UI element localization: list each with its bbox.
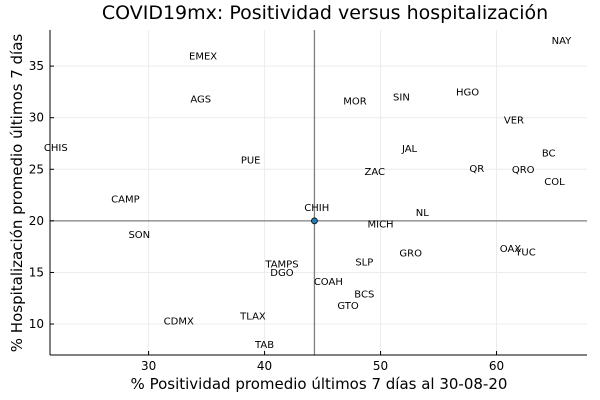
- y-tick-label: 20: [29, 214, 44, 228]
- y-tick-label: 30: [29, 111, 44, 125]
- point-label-ags: AGS: [190, 95, 211, 106]
- reference-lines: [50, 30, 587, 355]
- point-label-col: COL: [544, 177, 565, 188]
- point-label-tamps: TAMPS: [264, 260, 298, 271]
- point-label-mich: MICH: [368, 219, 394, 230]
- y-axis-ticks: 10 15 20 25 30 35: [29, 59, 54, 331]
- point-label-pue: PUE: [241, 156, 261, 167]
- point-label-gto: GTO: [337, 301, 359, 312]
- axes-frame: [49, 30, 587, 356]
- point-label-ver: VER: [504, 115, 524, 126]
- x-axis-ticks: 30 40 50 60: [141, 351, 504, 373]
- y-tick-label: 15: [29, 265, 44, 279]
- point-label-yuc: YUC: [514, 247, 535, 258]
- point-label-bc: BC: [542, 148, 556, 159]
- highlight-marker-group: [311, 217, 318, 225]
- grid-lines: [50, 30, 587, 355]
- point-label-mor: MOR: [343, 97, 366, 108]
- point-label-cdmx: CDMX: [164, 316, 194, 327]
- point-label-oax: OAX: [500, 244, 522, 255]
- point-label-son: SON: [128, 230, 150, 241]
- chart-title: COVID19mx: Positividad versus hospitaliz…: [102, 2, 548, 24]
- point-label-sin: SIN: [393, 93, 410, 104]
- x-axis-label: % Positividad promedio últimos 7 días al…: [131, 375, 508, 393]
- x-tick-label: 30: [141, 359, 156, 373]
- point-label-bcs: BCS: [354, 290, 374, 301]
- point-label-gro: GRO: [399, 248, 422, 259]
- point-label-nl: NL: [416, 208, 429, 219]
- point-label-nay: NAY: [552, 36, 573, 47]
- y-tick-label: 10: [29, 317, 44, 331]
- x-tick-label: 60: [489, 359, 504, 373]
- point-label-tlax: TLAX: [239, 311, 266, 322]
- point-label-dgo: DGO: [270, 268, 293, 279]
- y-tick-label: 35: [29, 59, 44, 73]
- point-label-chis: CHIS: [44, 143, 68, 154]
- point-label-qro: QRO: [512, 165, 535, 176]
- point-label-slp: SLP: [355, 258, 373, 269]
- point-label-camp: CAMP: [111, 195, 139, 206]
- x-tick-label: 50: [373, 359, 388, 373]
- point-label-coah: COAH: [314, 277, 343, 288]
- point-label-emex: EMEX: [189, 51, 217, 62]
- point-label-chih: CHIH: [304, 203, 329, 214]
- point-label-tab: TAB: [254, 340, 274, 351]
- highlight-marker: [311, 217, 318, 225]
- x-tick-label: 40: [257, 359, 272, 373]
- point-label-qr: QR: [469, 164, 484, 175]
- y-tick-label: 25: [29, 162, 44, 176]
- point-label-zac: ZAC: [365, 167, 386, 178]
- point-label-jal: JAL: [401, 144, 418, 155]
- point-labels: NAY EMEX HGO AGS SIN MOR VER CHIS JAL BC PUE QR QRO Z…: [44, 36, 572, 351]
- point-label-hgo: HGO: [456, 87, 479, 98]
- y-axis-label: % Hospitalización promedio últimos 7 día…: [8, 34, 26, 353]
